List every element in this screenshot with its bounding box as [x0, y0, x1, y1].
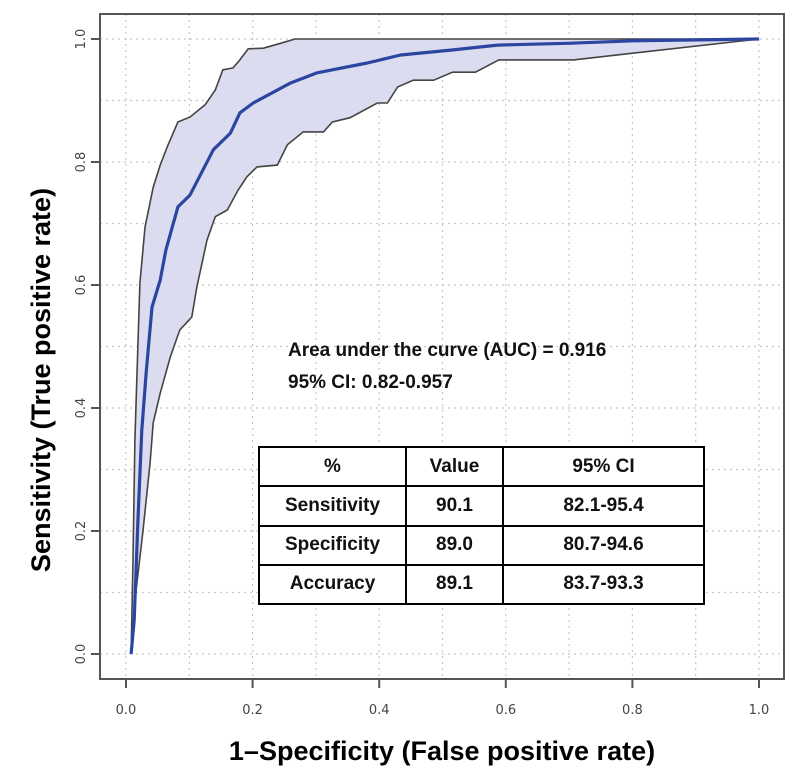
table-row: Specificity 89.0 80.7-94.6	[258, 524, 705, 566]
x-tick-label: 0.4	[369, 703, 390, 718]
y-tick-label: 0.2	[74, 521, 89, 542]
x-axis-title: 1–Specificity (False positive rate)	[229, 736, 655, 766]
table-header: 95% CI	[502, 445, 705, 488]
x-tick-label: 0.2	[242, 703, 263, 718]
y-tick-label: 0.8	[74, 152, 89, 173]
table-header: %	[258, 445, 407, 488]
x-tick-label: 0.8	[622, 703, 643, 718]
roc-mean-line	[129, 37, 760, 655]
ci-annotation: 95% CI: 0.82-0.957	[288, 372, 453, 393]
ci-annotation-prefix: 95% CI:	[288, 372, 357, 393]
table-row: Sensitivity 90.1 82.1-95.4	[258, 485, 705, 527]
table-header-row: % Value 95% CI	[258, 445, 705, 488]
table-cell-ci: 80.7-94.6	[502, 524, 705, 566]
table-row: Accuracy 89.1 83.7-93.3	[258, 563, 705, 606]
auc-annotation: Area under the curve (AUC) = 0.916	[288, 340, 606, 361]
table-cell-metric: Accuracy	[258, 563, 407, 606]
grid	[100, 14, 784, 679]
stats-table: % Value 95% CI Sensitivity 90.1 82.1-95.…	[258, 445, 705, 606]
ci-lower-line	[130, 38, 760, 655]
y-tick-label: 0.6	[74, 275, 89, 296]
plot-frame	[99, 13, 785, 680]
x-tick-label: 0.6	[495, 703, 516, 718]
table-cell-value: 89.0	[405, 524, 504, 566]
ci-upper-line	[130, 38, 759, 655]
table-cell-metric: Sensitivity	[258, 485, 407, 527]
y-axis-title: Sensitivity (True positive rate)	[26, 188, 56, 572]
table-cell-metric: Specificity	[258, 524, 407, 566]
y-tick-label: 0.4	[74, 398, 89, 419]
y-tick-label: 1.0	[74, 29, 89, 50]
y-tick-label: 0.0	[74, 644, 89, 665]
table-cell-ci: 83.7-93.3	[502, 563, 705, 606]
ci-annotation-value: 0.82-0.957	[357, 372, 453, 393]
x-axis: 0.0 0.2 0.4 0.6 0.8 1.0	[116, 679, 770, 718]
x-tick-label: 1.0	[749, 703, 770, 718]
table-header: Value	[405, 445, 504, 488]
table-cell-value: 90.1	[405, 485, 504, 527]
table-cell-value: 89.1	[405, 563, 504, 606]
y-axis: 0.0 0.2 0.4 0.6 0.8 1.0	[74, 29, 100, 665]
table-cell-ci: 82.1-95.4	[502, 485, 705, 527]
x-tick-label: 0.0	[116, 703, 137, 718]
